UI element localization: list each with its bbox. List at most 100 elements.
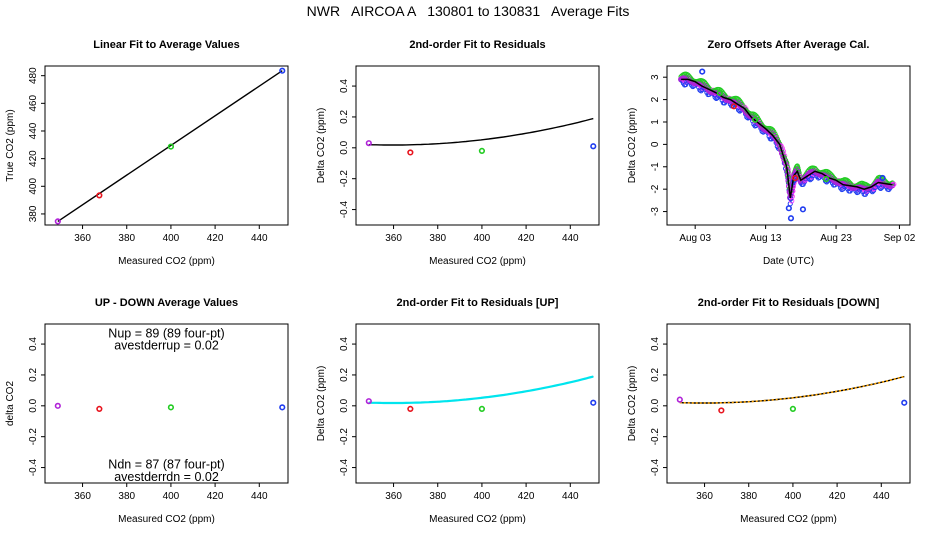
data-point (590, 143, 597, 150)
x-tick-label: 380 (118, 233, 135, 244)
x-tick-label: 420 (518, 491, 535, 502)
fit-curve (679, 375, 905, 404)
x-tick-label: 440 (251, 491, 268, 502)
data-point (407, 149, 414, 156)
data-point (699, 68, 706, 75)
chart-resid_up: 2nd-order Fit to Residuals [UP] 360 380 400… (316, 297, 600, 525)
data-point (478, 405, 486, 413)
chart-linear: Linear Fit to Average Values 360 380 400 420… (5, 39, 289, 267)
chart-title: 2nd-order Fit to Residuals (409, 39, 545, 51)
y-tick-label: 2 (650, 96, 661, 102)
fit-line (57, 70, 283, 222)
x-tick-label: 400 (163, 233, 180, 244)
x-tick-label: 400 (163, 491, 180, 502)
data-point (751, 116, 759, 123)
data-point (785, 205, 792, 212)
y-tick-label: 0.0 (339, 398, 350, 412)
fit-curve (368, 375, 594, 405)
y-tick-label: 0.0 (339, 140, 350, 154)
plot-area (678, 71, 897, 207)
plot-area (57, 70, 283, 222)
y-tick-label: 460 (28, 95, 39, 112)
x-axis-label: Measured CO2 (ppm) (118, 256, 215, 267)
plot-frame (666, 323, 911, 484)
y-tick-label: 420 (28, 150, 39, 167)
chart-title: Zero Offsets After Average Cal. (708, 39, 870, 51)
x-tick-label: 380 (740, 491, 757, 502)
y-tick-label: 0.4 (650, 337, 661, 351)
y-tick-label: -3 (650, 207, 661, 216)
plot-area (368, 117, 594, 146)
data-point (365, 398, 372, 405)
chart-resid_down: 2nd-order Fit to Residuals [DOWN] 360 380 4… (627, 297, 911, 525)
annotation: Ndn = 87 (87 four-pt) (108, 457, 224, 471)
y-tick-label: 0.4 (339, 79, 350, 93)
series-point (878, 185, 884, 192)
y-tick-label: 0.0 (650, 398, 661, 412)
page-title: NWR AIRCOA A 130801 to 130831 Average Fi… (306, 3, 630, 19)
y-tick-label: -0.2 (339, 170, 350, 188)
data-point (676, 396, 683, 403)
chart-title: 2nd-order Fit to Residuals [UP] (397, 297, 559, 309)
plot-frame (355, 65, 600, 226)
data-point (823, 175, 830, 183)
y-tick-label: 380 (28, 205, 39, 222)
data-point (879, 174, 886, 182)
x-tick-label: 380 (118, 491, 135, 502)
y-tick-label: -0.2 (339, 428, 350, 446)
data-point (96, 405, 103, 413)
annotation: avestderrdn = 0.02 (114, 470, 219, 484)
data-point (590, 399, 597, 406)
x-tick-label: 360 (74, 233, 91, 244)
x-axis-label: Date (UTC) (763, 256, 814, 267)
chart-zero: Zero Offsets After Average Cal. Aug 03 Aug… (627, 39, 916, 267)
data-point (787, 215, 795, 222)
series-point (808, 176, 814, 182)
fit-curve (368, 117, 594, 146)
y-tick-label: -1 (650, 162, 661, 171)
y-axis-label: Delta CO2 (ppm) (627, 108, 638, 184)
y-tick-label: 400 (28, 178, 39, 195)
data-point (279, 67, 286, 74)
data-point (730, 103, 738, 110)
x-tick-label: 360 (696, 491, 713, 502)
y-tick-label: 0.2 (650, 368, 661, 382)
data-point (478, 147, 486, 155)
data-point (96, 192, 103, 199)
x-tick-label: 420 (207, 491, 224, 502)
y-tick-label: 0.0 (28, 398, 39, 412)
series-point (889, 180, 895, 186)
data-point (789, 405, 797, 413)
y-tick-label: -0.4 (650, 459, 661, 477)
chart-title: 2nd-order Fit to Residuals [DOWN] (698, 297, 880, 309)
y-axis-label: Delta CO2 (ppm) (316, 366, 327, 442)
data-point (365, 140, 372, 147)
plot-frame (355, 323, 600, 484)
x-tick-label: 440 (562, 233, 579, 244)
plot-area (368, 375, 594, 405)
annotation: Nup = 89 (89 four-pt) (108, 326, 224, 340)
y-tick-label: 3 (650, 74, 661, 80)
x-tick-label: 400 (785, 491, 802, 502)
fit-curve (368, 375, 594, 404)
x-tick-label: 400 (474, 233, 491, 244)
y-tick-label: -2 (650, 184, 661, 193)
x-tick-label: 420 (207, 233, 224, 244)
y-tick-label: 480 (28, 67, 39, 84)
data-point (54, 218, 61, 225)
chart-title: UP - DOWN Average Values (95, 297, 238, 309)
x-axis-label: Measured CO2 (ppm) (429, 514, 526, 525)
x-tick-label: 440 (251, 233, 268, 244)
y-tick-label: 0.4 (28, 337, 39, 351)
x-tick-label: 420 (829, 491, 846, 502)
chart-updown: UP - DOWN Average Values 360 380 400 420 440 -… (5, 297, 289, 525)
x-tick-label: 360 (385, 491, 402, 502)
data-point (716, 89, 723, 96)
plot-frame (44, 65, 289, 226)
y-tick-label: 0.2 (339, 368, 350, 382)
x-axis-label: Measured CO2 (ppm) (118, 514, 215, 525)
x-tick-label: 380 (429, 233, 446, 244)
x-tick-label: Aug 03 (679, 233, 711, 244)
y-tick-label: 0.2 (28, 368, 39, 382)
